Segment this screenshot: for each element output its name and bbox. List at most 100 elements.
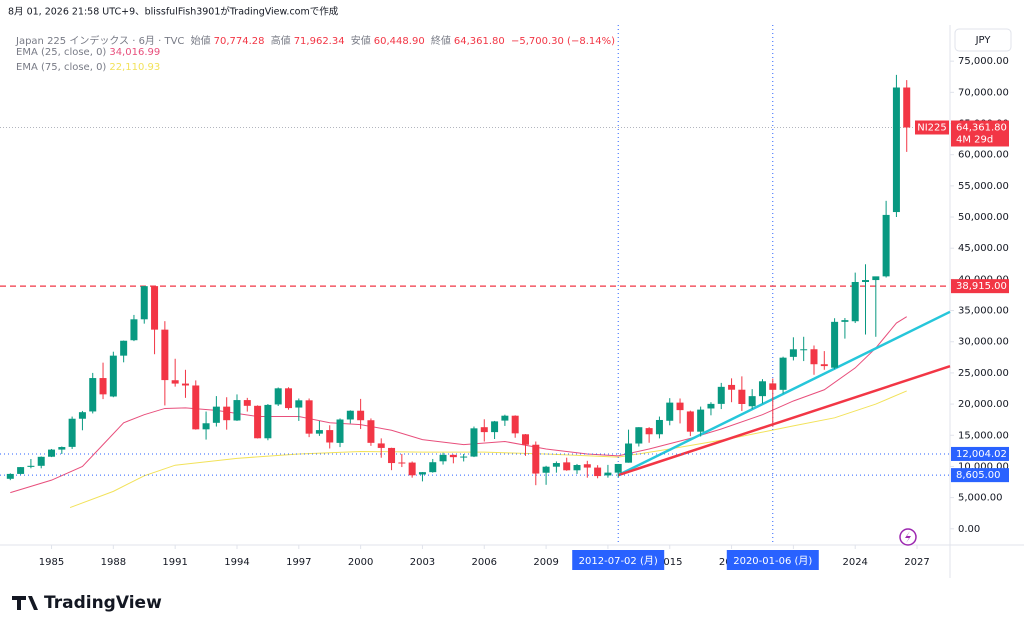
- candle-body: [439, 454, 447, 462]
- legend-main: Japan 225 インデックス · 6月 · TVC 始値 70,774.28 …: [16, 32, 618, 47]
- candle-body: [491, 421, 499, 433]
- symbol-badge: [915, 120, 949, 135]
- x-tick-label: 2000: [348, 557, 373, 568]
- candle-body: [862, 280, 870, 282]
- ohlc-label: 終値: [430, 36, 451, 47]
- candle-body: [202, 423, 210, 430]
- x-tick-label: 1997: [286, 557, 311, 568]
- brand: TradingView: [44, 593, 162, 613]
- y-tick-label: 45,000.00: [958, 243, 1009, 254]
- currency-button[interactable]: [954, 28, 1012, 52]
- x-tick-label: 2006: [472, 557, 497, 568]
- price-badge: [951, 120, 1009, 147]
- candle-body: [892, 87, 900, 213]
- price-label: 64,361.80: [956, 122, 1007, 133]
- ohlc-label: 高値: [270, 36, 291, 47]
- candle-body: [6, 473, 14, 479]
- ohlc-value: 64,361.80: [453, 36, 505, 47]
- candle-body: [109, 355, 117, 397]
- candle-body: [388, 447, 396, 464]
- x-tick-label: 1991: [162, 557, 187, 568]
- candle-body: [58, 447, 66, 450]
- price-badge: [951, 446, 1009, 461]
- candle-body: [151, 286, 159, 330]
- candle-body: [511, 415, 519, 434]
- candle-body: [779, 357, 787, 390]
- candle-body: [367, 420, 375, 443]
- candle-body: [192, 385, 200, 430]
- candle-body: [532, 444, 540, 474]
- candle-body: [68, 418, 76, 447]
- x-tick-label: 2024: [842, 557, 867, 568]
- candle-body: [418, 472, 426, 475]
- candle-body: [429, 462, 437, 473]
- y-tick-label: 10,000.00: [958, 461, 1009, 472]
- legend-ema: EMA (25, close, 0) 34,016.99: [16, 47, 163, 58]
- price-label: 12,004.02: [956, 449, 1007, 460]
- alert-icon[interactable]: [899, 528, 917, 546]
- candle-body: [872, 276, 880, 281]
- caption: 8月 01, 2026 21:58 UTC+9、blissfulFish3901…: [8, 6, 339, 18]
- x-tick-label: 2009: [533, 557, 558, 568]
- y-tick-label: 0.00: [958, 524, 980, 535]
- legend-name: EMA (25, close, 0): [16, 47, 107, 58]
- candle-body: [264, 404, 272, 439]
- candle-body: [130, 319, 138, 341]
- candle-body: [326, 430, 334, 443]
- candle-body: [274, 388, 282, 405]
- candle-body: [748, 396, 756, 407]
- legend-value: 34,016.99: [109, 47, 161, 58]
- candle-body: [254, 405, 262, 439]
- candle-body: [78, 412, 86, 419]
- candle-body: [831, 321, 839, 368]
- candle-body: [336, 419, 344, 443]
- price-badge: [951, 279, 1009, 294]
- candle-body: [635, 427, 643, 444]
- candle-body: [758, 381, 766, 397]
- candle-body: [305, 400, 313, 434]
- price-label: 8,605.00: [956, 470, 1001, 481]
- candle-body: [841, 320, 849, 322]
- date-badge: [572, 550, 665, 570]
- y-tick-label: 70,000.00: [958, 87, 1009, 98]
- candle-body: [161, 329, 169, 381]
- y-tick-label: 50,000.00: [958, 212, 1009, 223]
- candle-body: [48, 449, 56, 457]
- symbol: Japan 225 インデックス · 6月 · TVC: [16, 36, 185, 47]
- trendline: [617, 310, 951, 477]
- y-tick-label: 15,000.00: [958, 430, 1009, 441]
- candle-body: [17, 467, 25, 474]
- candle-body: [377, 443, 385, 448]
- x-tick-label: 1985: [39, 557, 64, 568]
- candle-body: [27, 465, 35, 467]
- y-tick-label: 75,000.00: [958, 56, 1009, 67]
- y-tick-label: 55,000.00: [958, 181, 1009, 192]
- x-tick-label: 2015: [657, 557, 682, 568]
- x-tick-label: 2027: [904, 557, 929, 568]
- candle-body: [295, 400, 303, 408]
- candle-body: [181, 383, 189, 386]
- date-label: 2020-01-06 (月): [733, 555, 812, 567]
- candle-body: [738, 389, 746, 404]
- candle-body: [171, 380, 179, 384]
- candle-body: [398, 462, 406, 464]
- candle-body: [676, 402, 684, 411]
- candle-body: [583, 464, 591, 468]
- candle-body: [604, 472, 612, 476]
- candle-body: [769, 383, 777, 390]
- x-tick-label: 1988: [101, 557, 126, 568]
- candle-body: [800, 349, 808, 351]
- y-tick-label: 35,000.00: [958, 306, 1009, 317]
- ohlc-value: 71,962.34: [293, 36, 345, 47]
- candle-body: [882, 214, 890, 277]
- candle-body: [480, 427, 488, 433]
- candle-body: [717, 386, 725, 404]
- candle-body: [285, 388, 293, 409]
- date-label: 2012-07-02 (月): [579, 555, 658, 567]
- candle-body: [697, 409, 705, 432]
- x-tick-label: 1994: [224, 557, 249, 568]
- candle-body: [501, 415, 509, 421]
- candle-body: [357, 410, 365, 421]
- candle-body: [645, 428, 653, 435]
